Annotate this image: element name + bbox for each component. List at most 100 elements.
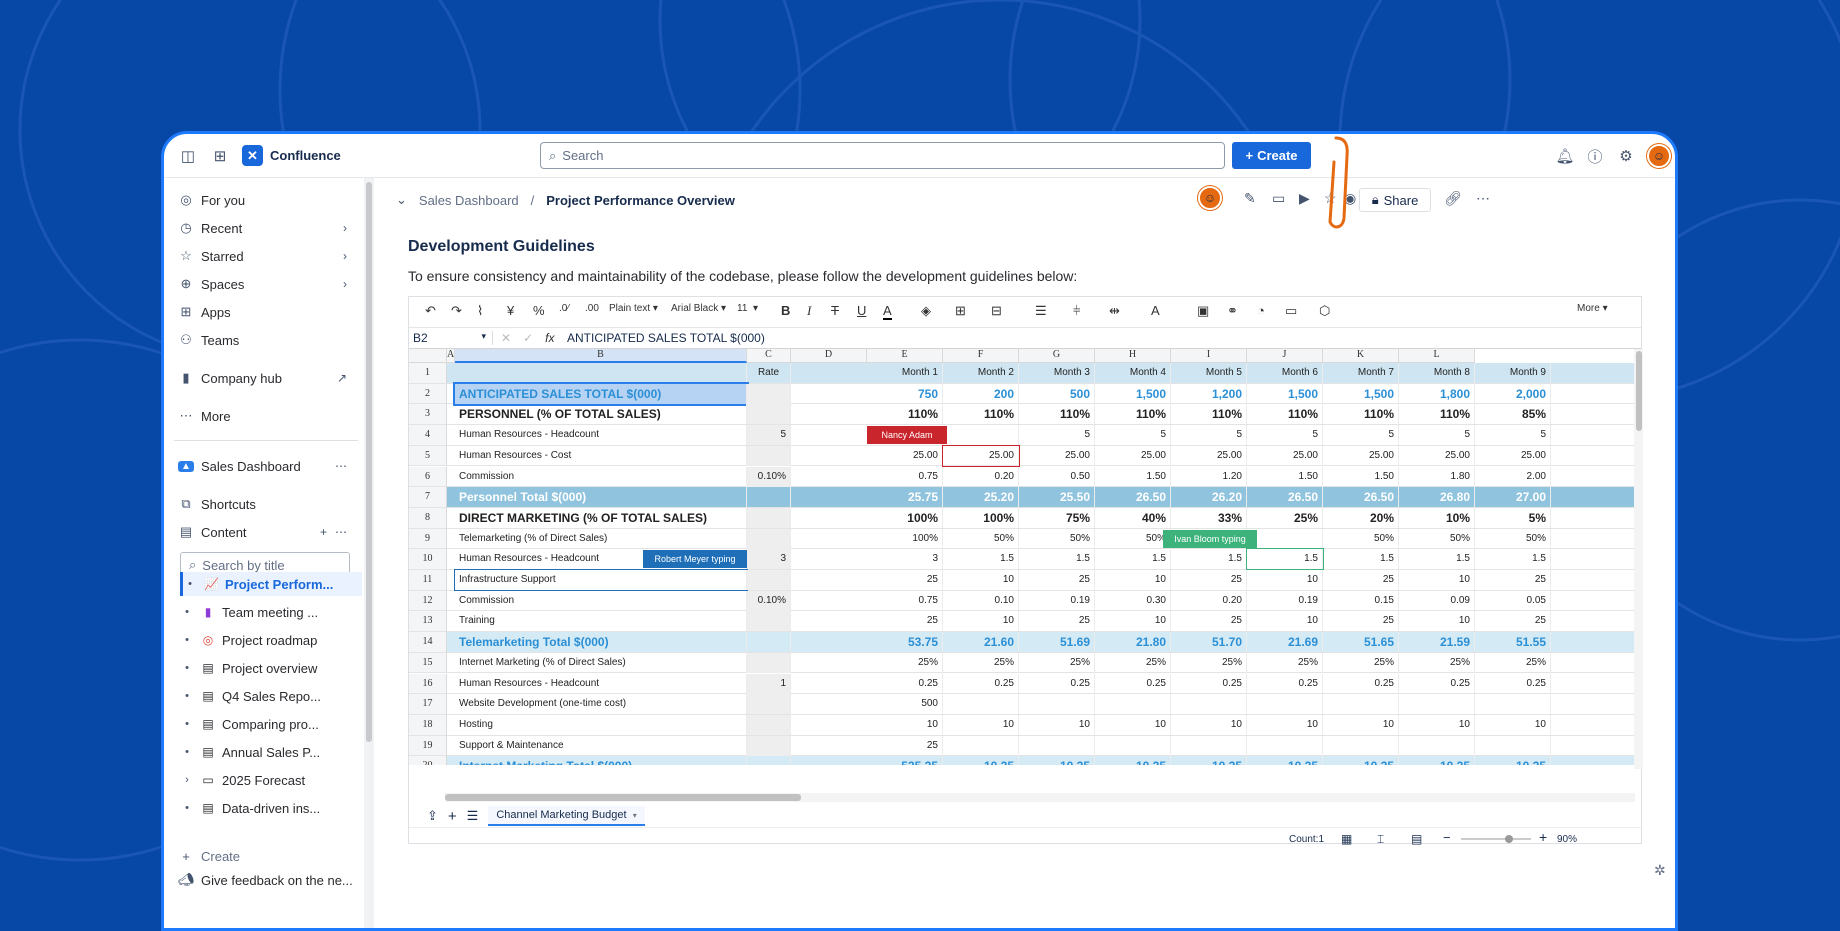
table-cell[interactable]: Hosting — [455, 714, 747, 735]
table-cell[interactable] — [747, 611, 791, 632]
add-sheet-icon[interactable]: + — [447, 807, 457, 825]
breadcrumb-parent[interactable]: Sales Dashboard — [418, 192, 519, 208]
table-cell[interactable]: 51.55 — [1475, 632, 1551, 653]
sidebar-create[interactable]: + Create — [178, 844, 353, 868]
column-header[interactable]: D — [791, 349, 867, 363]
cancel-icon[interactable]: ✕ — [501, 331, 512, 345]
row-header[interactable]: 15 — [409, 652, 447, 674]
decrease-decimal-icon[interactable]: .0⁄ — [559, 303, 570, 314]
bold-icon[interactable]: B — [781, 303, 791, 318]
sidebar-item-more[interactable]: ⋯ More — [178, 404, 353, 428]
table-cell[interactable] — [1475, 694, 1551, 715]
table-cell[interactable]: Month 8 — [1399, 363, 1475, 383]
table-cell[interactable]: 25 — [1475, 611, 1551, 632]
table-cell[interactable]: Month 4 — [1095, 363, 1171, 383]
table-cell[interactable]: 25% — [1095, 652, 1171, 673]
table-cell[interactable]: 100% — [867, 528, 943, 549]
table-cell[interactable]: 25 — [867, 611, 943, 632]
table-cell[interactable]: 10 — [1247, 570, 1323, 590]
fill-color-icon[interactable]: ◈ — [921, 303, 931, 318]
redo-icon[interactable]: ↷ — [451, 303, 462, 318]
comment-icon[interactable]: ▭ — [1285, 303, 1298, 318]
collaborator-avatar[interactable]: ☺ — [1198, 186, 1222, 210]
table-cell[interactable]: 1,500 — [1323, 383, 1399, 404]
table-cell[interactable]: 10 — [1095, 714, 1171, 735]
table-cell[interactable]: 0.19 — [1019, 590, 1095, 611]
table-cell[interactable]: 25 — [1019, 611, 1095, 632]
sidebar-item-for-you[interactable]: ◎ For you — [178, 188, 353, 212]
table-cell[interactable]: 0.10 — [943, 590, 1019, 611]
table-cell[interactable] — [1171, 735, 1247, 756]
table-cell[interactable]: 10 — [1247, 714, 1323, 735]
table-cell[interactable]: 25 — [867, 735, 943, 756]
table-cell[interactable]: 25.50 — [1019, 487, 1095, 508]
table-cell[interactable]: Internet Marketing (% of Direct Sales) — [455, 652, 747, 673]
table-cell[interactable] — [943, 735, 1019, 756]
table-cell[interactable]: 25 — [1475, 570, 1551, 590]
table-cell[interactable]: 0.25 — [1171, 673, 1247, 694]
table-cell[interactable]: Telemarketing (% of Direct Sales) — [455, 528, 747, 549]
row-header[interactable]: 7 — [409, 487, 447, 508]
table-cell[interactable]: 0.20 — [943, 466, 1019, 487]
table-cell[interactable]: Internet Marketing Total $(000) — [455, 756, 747, 765]
table-cell[interactable]: Human Resources - Headcount — [455, 425, 747, 446]
notifications-icon[interactable]: 🔔︎ — [1555, 148, 1575, 165]
more-menu[interactable]: More ▾ — [1577, 303, 1608, 314]
font-size-select[interactable]: 11 ▾ — [737, 303, 758, 314]
table-cell[interactable]: 25% — [1323, 652, 1399, 673]
table-cell[interactable]: 25 — [1323, 570, 1399, 590]
table-cell[interactable]: 25.00 — [942, 444, 1020, 467]
table-cell[interactable]: Month 6 — [1247, 363, 1323, 383]
user-avatar[interactable]: ☺ — [1647, 144, 1671, 168]
insert-image-icon[interactable]: ▣ — [1197, 303, 1210, 318]
underline-icon[interactable]: U — [857, 303, 867, 318]
table-cell[interactable]: 51.69 — [1019, 632, 1095, 653]
table-cell[interactable]: 10 — [1247, 611, 1323, 632]
sidebar-tree-item[interactable]: • ▮ Team meeting ... — [180, 600, 362, 624]
table-cell[interactable] — [1247, 694, 1323, 715]
table-cell[interactable]: 25.00 — [867, 445, 943, 466]
ai-sparkle-icon[interactable]: ✲ — [1654, 862, 1666, 878]
sidebar-tree-item[interactable]: • ▤ Comparing pro... — [180, 712, 362, 736]
table-cell[interactable] — [1247, 528, 1323, 549]
table-cell[interactable]: 100% — [867, 507, 943, 528]
table-cell[interactable]: 0.25 — [943, 673, 1019, 694]
table-cell[interactable]: 0.10% — [747, 590, 791, 611]
table-cell[interactable]: Month 1 — [867, 363, 943, 383]
column-header[interactable]: H — [1095, 349, 1171, 363]
help-icon[interactable]: ⓘ — [1587, 148, 1603, 166]
link-icon[interactable]: ⚭ — [1227, 303, 1238, 318]
table-cell[interactable]: 10.25 — [1399, 756, 1475, 765]
table-cell[interactable]: 50% — [1323, 528, 1399, 549]
table-cell[interactable]: 20% — [1323, 507, 1399, 528]
table-cell[interactable]: 0.25 — [867, 673, 943, 694]
table-cell[interactable]: 10 — [1475, 714, 1551, 735]
table-cell[interactable] — [1323, 735, 1399, 756]
table-cell[interactable] — [747, 570, 791, 590]
grid-scroll-thumb[interactable] — [1635, 351, 1642, 431]
table-cell[interactable]: 33% — [1171, 507, 1247, 528]
more-horizontal-icon[interactable]: ⋯ — [335, 525, 347, 539]
table-cell[interactable]: Rate — [747, 363, 791, 383]
table-cell[interactable]: 110% — [1095, 404, 1171, 425]
sidebar-tree-item[interactable]: • 📈 Project Perform... — [180, 572, 362, 596]
confluence-logo[interactable]: ✕ Confluence — [242, 145, 341, 166]
video-icon[interactable]: ▶ — [1299, 190, 1310, 206]
column-header[interactable]: E — [867, 349, 943, 363]
table-cell[interactable]: 25.20 — [943, 487, 1019, 508]
column-header[interactable]: A — [447, 349, 455, 363]
export-icon[interactable]: ⇪ — [427, 808, 438, 823]
table-cell[interactable] — [1019, 735, 1095, 756]
table-cell[interactable]: 25% — [1247, 507, 1323, 528]
table-cell[interactable]: 500 — [867, 694, 943, 715]
table-cell[interactable]: 21.59 — [1399, 632, 1475, 653]
table-cell[interactable]: 10.25 — [943, 756, 1019, 765]
table-cell[interactable] — [1247, 735, 1323, 756]
table-cell[interactable]: Personnel Total $(000) — [455, 487, 747, 508]
normal-view-icon[interactable]: ▦ — [1341, 832, 1353, 846]
table-cell[interactable]: 10% — [1399, 507, 1475, 528]
table-cell[interactable]: 200 — [943, 383, 1019, 404]
table-cell[interactable]: 10 — [1095, 570, 1171, 590]
table-cell[interactable]: Telemarketing Total $(000) — [455, 632, 747, 653]
sheet-tab-channel-marketing-budget[interactable]: Channel Marketing Budget ▾ — [488, 806, 645, 826]
